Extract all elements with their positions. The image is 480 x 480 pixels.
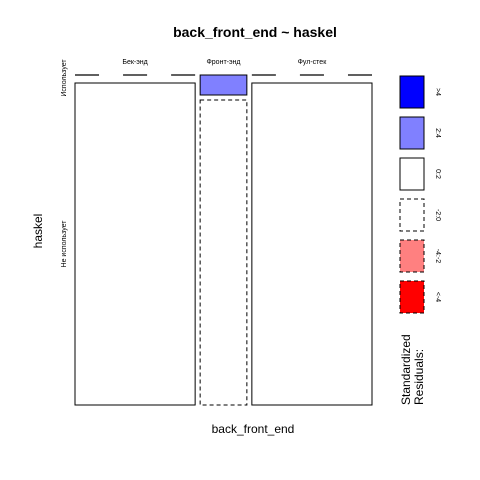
legend-swatch (399, 157, 425, 191)
legend-swatch (399, 116, 425, 150)
x-axis-title: back_front_end (212, 422, 295, 436)
legend-title: Residuals: (412, 349, 426, 405)
mosaic-cell (74, 82, 196, 406)
legend-label: 0:2 (434, 169, 441, 179)
legend-label: >4 (434, 88, 441, 96)
legend-label: -2:0 (434, 209, 441, 221)
x-tick-label: Фул-стек (298, 59, 328, 66)
legend-label: 2:4 (434, 128, 441, 138)
legend-swatch (399, 75, 425, 109)
y-axis-title: haskel (31, 214, 45, 249)
mosaic-cell (199, 99, 248, 406)
x-tick-labels: Бек-энд Фронт-энд Фул-стек (122, 59, 327, 66)
legend-swatch (399, 198, 425, 232)
legend-label: <-4 (434, 292, 441, 302)
legend-swatch (399, 280, 425, 314)
y-tick-labels: Использует Не использует (61, 59, 68, 268)
legend-title: Standardized (399, 334, 413, 405)
mosaic-cell (199, 74, 248, 96)
chart-title: back_front_end ~ haskel (173, 24, 337, 40)
x-tick-label: Фронт-энд (206, 59, 240, 66)
legend: >4 2:4 0:2 -2:0 -4:-2 <-4 Standardized Residual… (399, 75, 441, 405)
x-tick-label: Бек-энд (122, 59, 147, 66)
mosaic-cell (251, 82, 373, 406)
mosaic-cells (74, 74, 373, 406)
y-tick-label: Не использует (61, 220, 68, 268)
legend-swatch (399, 239, 425, 273)
legend-label: -4:-2 (434, 249, 441, 264)
y-tick-label: Использует (61, 59, 68, 97)
